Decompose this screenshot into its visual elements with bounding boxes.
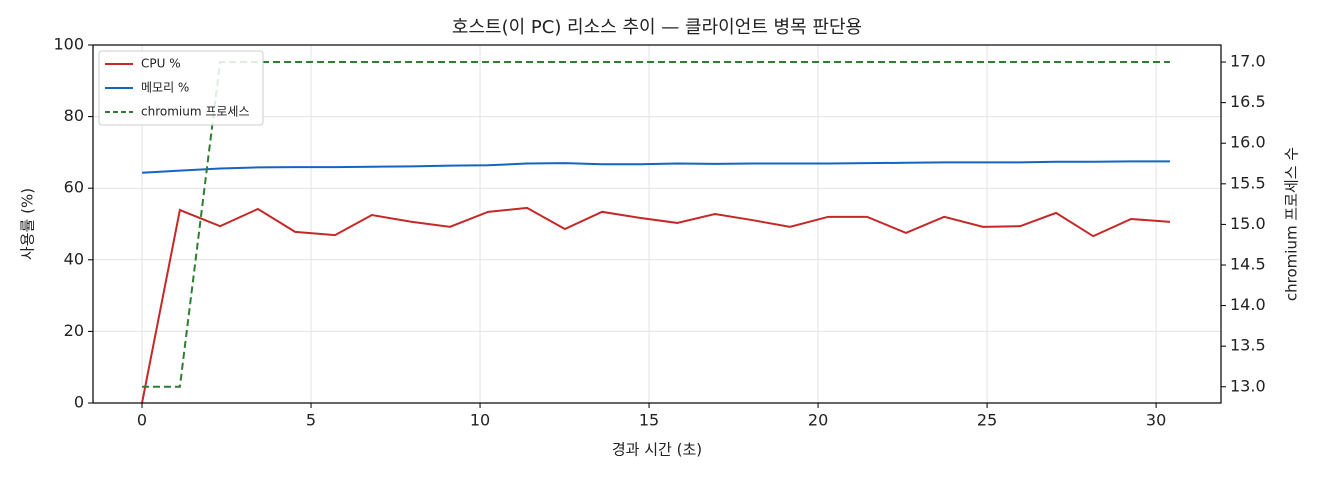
series-line <box>141 206 1171 404</box>
y2-axis-label: chromium 프로세스 수 <box>1283 147 1301 301</box>
y2-tick-label: 17.0 <box>1230 52 1266 71</box>
y2-tick-label: 13.0 <box>1230 376 1266 395</box>
x-tick-label: 30 <box>1146 411 1166 430</box>
y2-tick-label: 13.5 <box>1230 336 1266 355</box>
y2-tick-label: 16.5 <box>1230 92 1266 111</box>
y2-tick-label: 15.0 <box>1230 214 1266 233</box>
x-tick-label: 15 <box>639 411 659 430</box>
x-tick-label: 5 <box>306 411 316 430</box>
y2-tick-label: 16.0 <box>1230 133 1266 152</box>
x-tick-label: 0 <box>137 411 147 430</box>
y2-tick-label: 15.5 <box>1230 173 1266 192</box>
legend-label: chromium 프로세스 <box>141 105 250 119</box>
plot-frame <box>92 44 1222 404</box>
y-axis-label: 사용률 (%) <box>19 188 37 260</box>
y2-tick-label: 14.0 <box>1230 295 1266 314</box>
x-tick-label: 20 <box>808 411 828 430</box>
y-tick-label: 20 <box>64 321 84 340</box>
x-axis-label: 경과 시간 (초) <box>612 441 702 459</box>
series-line <box>141 160 1170 174</box>
x-tick-label: 10 <box>470 411 490 430</box>
y-tick-label: 0 <box>74 393 84 412</box>
x-tick-label: 25 <box>977 411 997 430</box>
y-tick-label: 40 <box>64 249 84 268</box>
y-tick-label: 60 <box>64 178 84 197</box>
y-tick-label: 100 <box>53 35 84 54</box>
legend-label: 메모리 % <box>141 81 189 95</box>
series-line <box>142 61 1170 388</box>
chart-title: 호스트(이 PC) 리소스 추이 — 클라이언트 병목 판단용 <box>452 17 862 38</box>
legend-box <box>98 50 264 126</box>
y-tick-label: 80 <box>64 106 84 125</box>
legend-label: CPU % <box>141 57 181 71</box>
y2-tick-label: 14.5 <box>1230 254 1266 273</box>
